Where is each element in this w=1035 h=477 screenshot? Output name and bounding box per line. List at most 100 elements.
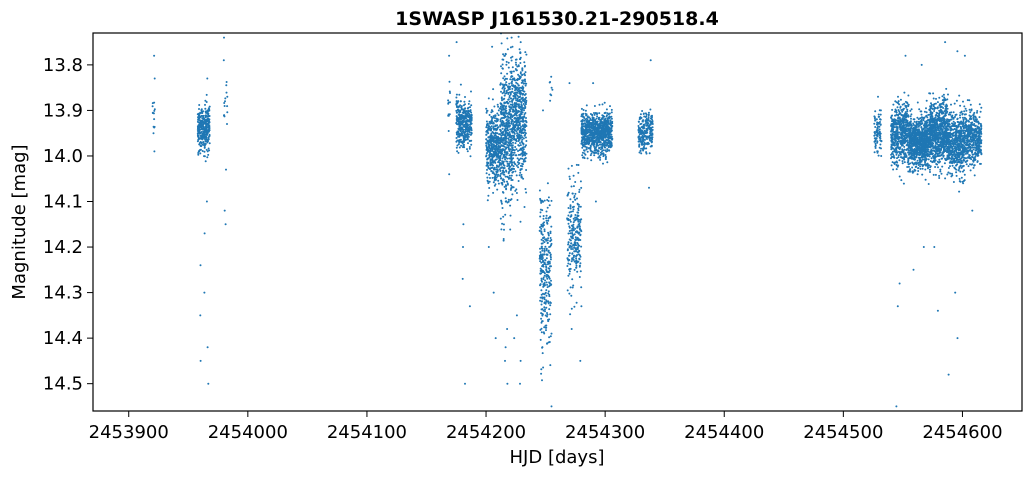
data-point <box>906 161 909 164</box>
data-point <box>487 126 490 129</box>
data-point <box>609 120 612 122</box>
data-point <box>570 185 573 188</box>
data-point <box>582 109 585 111</box>
data-point <box>509 92 512 95</box>
data-point <box>544 302 547 305</box>
data-point <box>513 79 516 82</box>
data-point <box>550 279 552 282</box>
data-point <box>891 152 893 155</box>
data-point <box>597 130 600 133</box>
data-point <box>490 153 493 156</box>
data-point <box>202 121 205 123</box>
data-point <box>468 116 471 119</box>
data-point <box>599 158 602 161</box>
data-point <box>498 137 500 139</box>
data-point <box>466 130 469 133</box>
data-point <box>492 161 495 164</box>
data-point <box>460 144 463 147</box>
data-point <box>511 137 514 140</box>
data-point <box>207 382 210 385</box>
data-point <box>566 249 569 252</box>
data-point <box>502 58 505 61</box>
data-point <box>902 182 905 185</box>
data-point <box>501 119 504 122</box>
data-point <box>202 110 205 113</box>
data-point <box>500 134 503 137</box>
data-point <box>901 110 904 113</box>
data-point <box>522 120 525 123</box>
data-point <box>581 119 584 122</box>
data-point <box>507 198 510 201</box>
data-point <box>577 239 580 242</box>
data-point <box>500 42 503 45</box>
data-point <box>574 192 577 195</box>
data-point <box>637 120 640 123</box>
data-point <box>203 146 206 149</box>
data-point <box>568 252 571 255</box>
data-point <box>903 102 906 105</box>
data-point <box>199 314 202 317</box>
data-point <box>599 126 602 128</box>
data-point <box>492 88 495 91</box>
data-point <box>577 220 580 223</box>
data-point <box>470 143 473 146</box>
data-point <box>570 210 573 213</box>
data-point <box>206 112 209 115</box>
data-point <box>897 95 899 98</box>
data-point <box>493 168 496 170</box>
data-point <box>571 286 574 289</box>
data-point <box>504 135 507 137</box>
data-points <box>151 32 983 408</box>
data-point <box>578 191 581 193</box>
data-point <box>646 142 648 145</box>
data-point <box>649 121 652 123</box>
data-point <box>574 227 577 230</box>
data-point <box>568 175 571 178</box>
data-point <box>900 123 902 126</box>
data-point <box>609 105 611 108</box>
data-point <box>460 129 463 131</box>
data-point <box>578 258 581 261</box>
data-point <box>569 198 572 201</box>
data-point <box>510 97 513 100</box>
data-point <box>226 111 229 114</box>
data-point <box>877 154 880 157</box>
data-point <box>569 219 571 221</box>
data-point <box>610 108 613 111</box>
data-point <box>518 92 521 95</box>
data-point <box>567 207 570 209</box>
data-point <box>595 139 597 142</box>
data-point <box>223 36 225 39</box>
data-point <box>490 132 493 135</box>
data-point <box>610 117 613 120</box>
data-point <box>504 92 507 95</box>
data-point <box>540 303 543 306</box>
data-point <box>521 67 524 70</box>
data-point <box>903 118 906 121</box>
data-point <box>581 142 584 145</box>
data-point <box>518 138 521 141</box>
data-point <box>507 144 510 147</box>
data-point <box>508 162 511 165</box>
data-point <box>503 114 506 117</box>
data-point <box>506 120 509 123</box>
data-point <box>515 86 518 89</box>
data-point <box>491 98 494 101</box>
data-point <box>506 72 509 75</box>
data-point <box>586 131 589 134</box>
data-point <box>924 168 927 171</box>
data-point <box>581 132 584 134</box>
data-point <box>605 135 608 138</box>
data-point <box>524 51 527 54</box>
data-point <box>642 112 645 115</box>
data-point <box>507 66 510 69</box>
data-point <box>459 83 462 86</box>
data-point <box>494 168 497 171</box>
data-point <box>206 117 209 120</box>
data-point <box>582 125 585 128</box>
data-point <box>506 144 509 146</box>
data-point <box>507 141 510 144</box>
data-point <box>640 147 643 150</box>
data-point <box>580 107 583 110</box>
data-point <box>455 103 458 106</box>
